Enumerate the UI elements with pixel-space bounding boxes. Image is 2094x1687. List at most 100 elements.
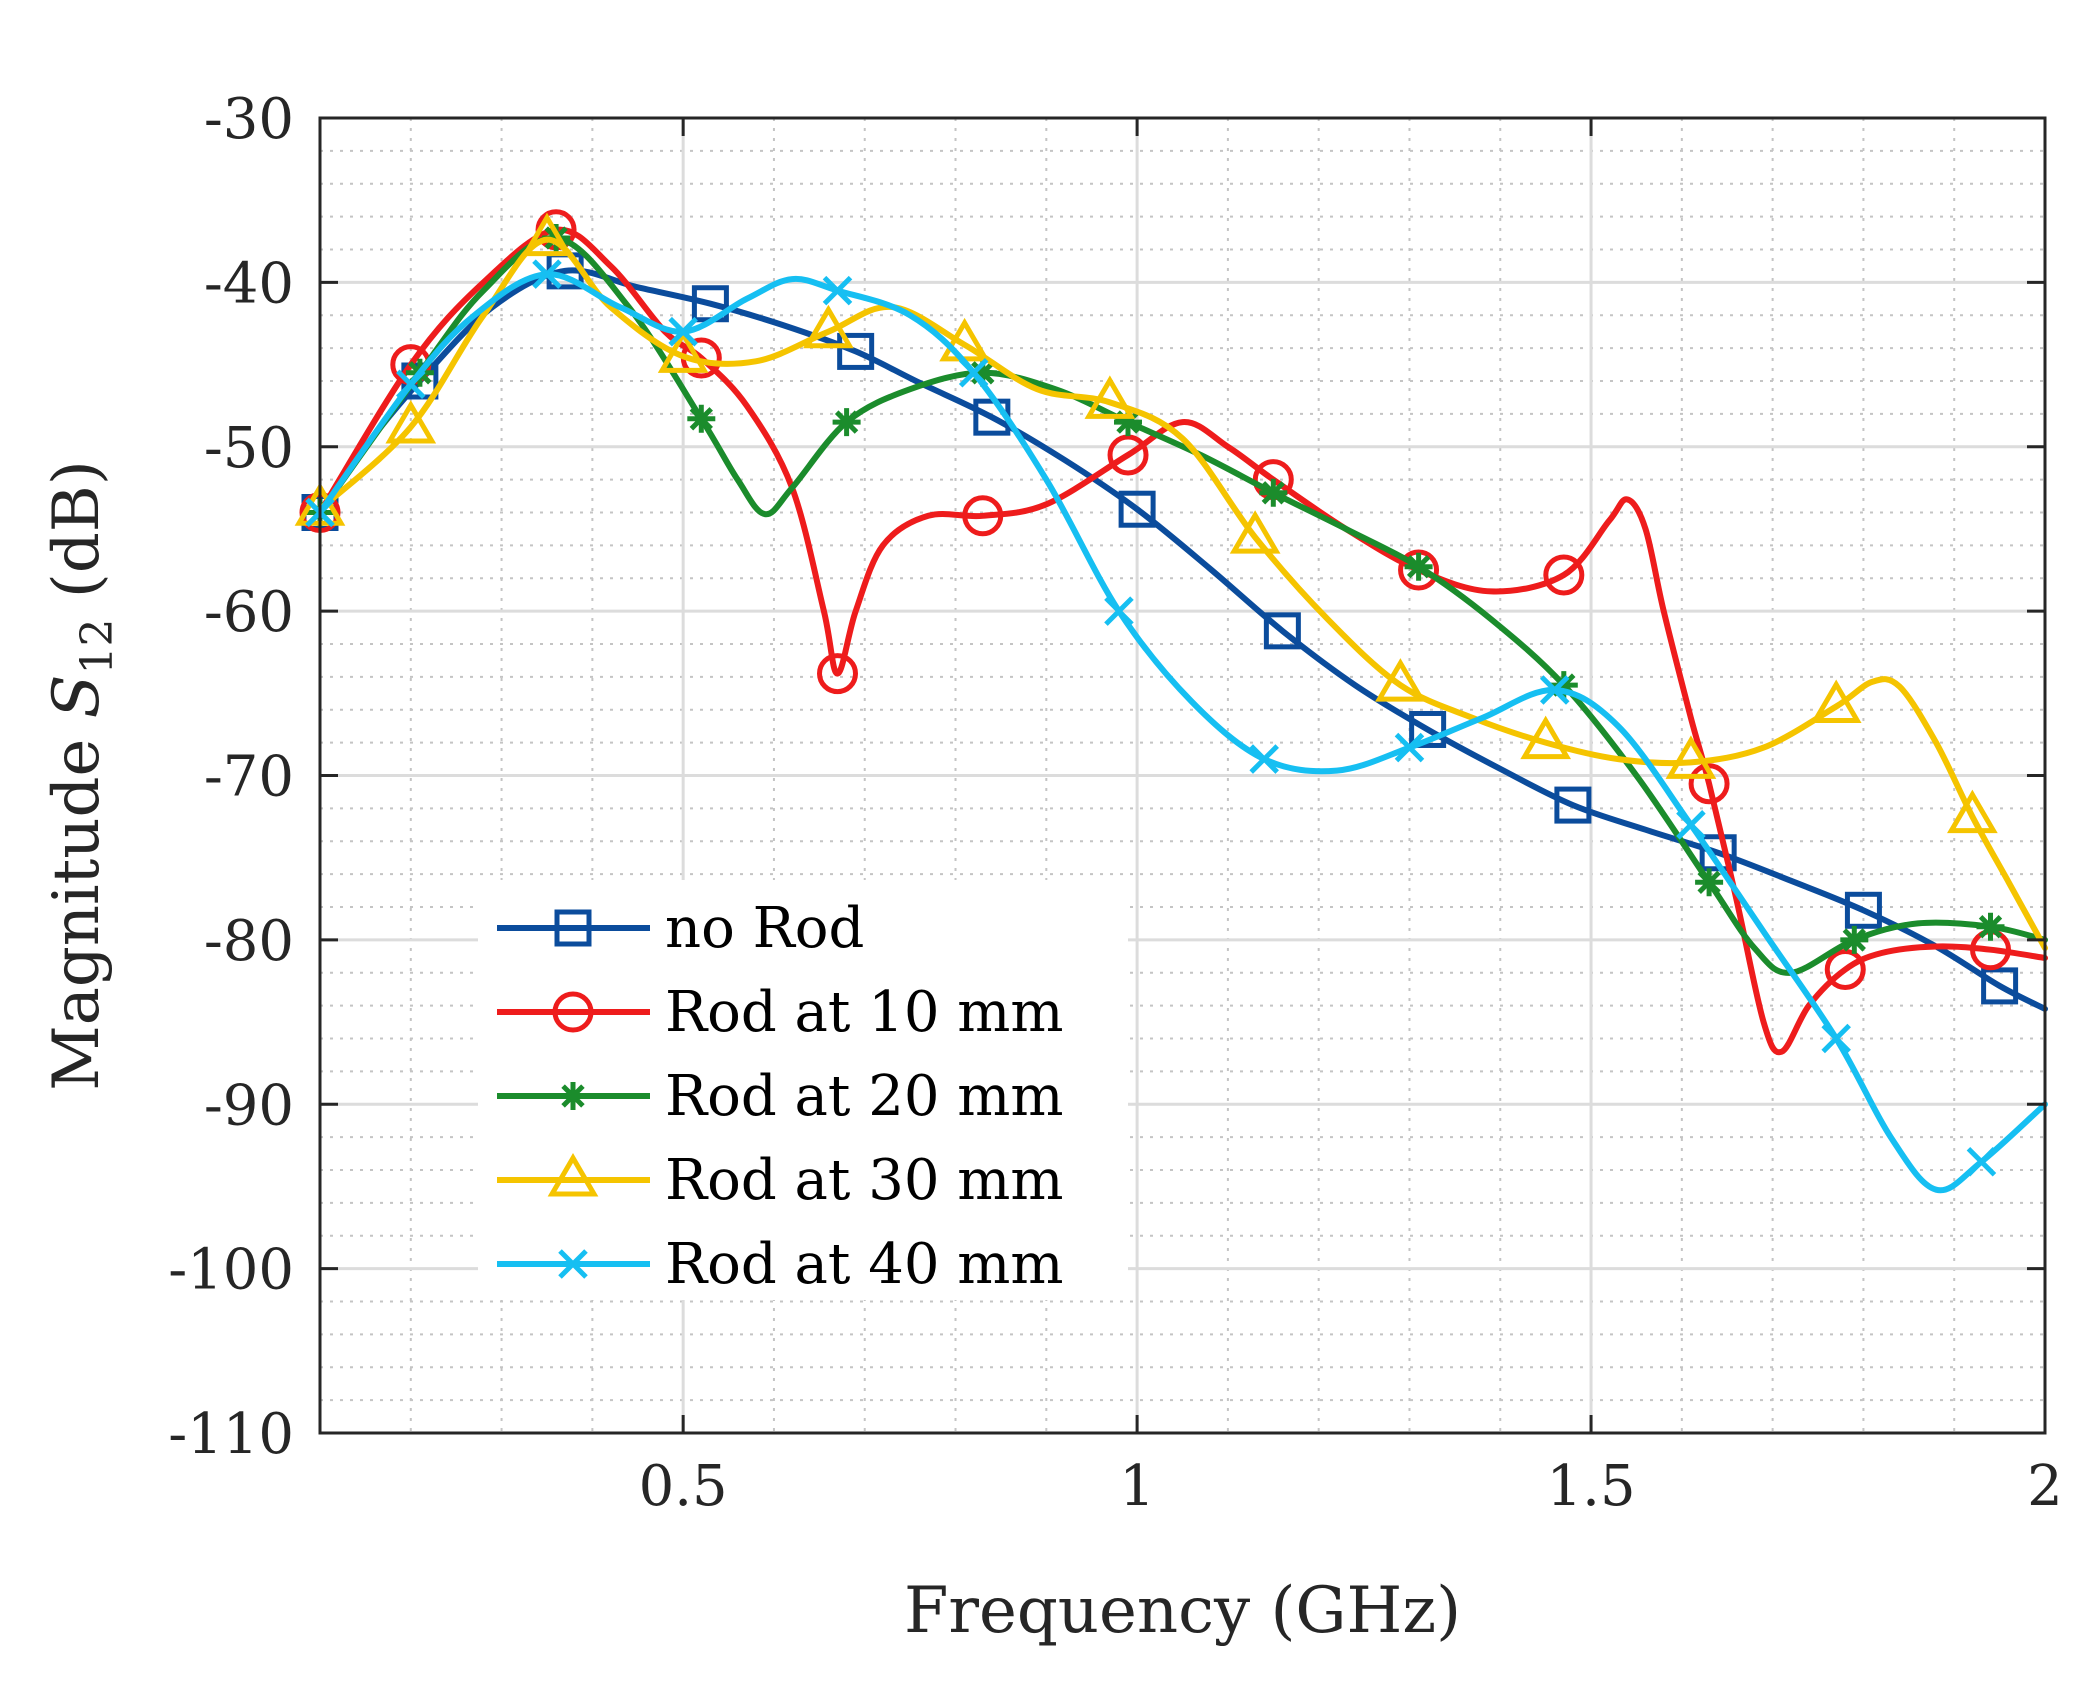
data-point <box>1543 554 1585 596</box>
marker-shape <box>1840 925 1869 954</box>
legend-entry: Rod at 20 mm <box>497 1064 1063 1129</box>
data-point <box>1665 735 1717 779</box>
legend-label: Rod at 10 mm <box>665 980 1063 1045</box>
data-point <box>837 332 875 370</box>
legend-entry: Rod at 40 mm <box>497 1232 1063 1297</box>
marker-shape <box>1520 715 1572 760</box>
data-point <box>1263 612 1301 650</box>
marker-shape <box>1229 510 1281 554</box>
data-point <box>1084 375 1136 419</box>
tick-labels: 0.5 1 1.5 2 -30 -40 -50 -60 -70 -80 -90 -100 -110 <box>168 87 2063 1519</box>
data-point <box>1947 789 1998 834</box>
data-point <box>1398 549 1440 591</box>
data-point <box>1539 675 1570 705</box>
legend: no Rod Rod at 10 mm Rod at 20 mm Rod at 30 … <box>478 880 1128 1300</box>
marker-shape <box>687 404 716 433</box>
marker-shape <box>385 400 437 444</box>
data-point <box>1104 596 1134 626</box>
data-point <box>803 304 854 349</box>
data-point <box>1966 1147 1997 1177</box>
marker-shape <box>1844 891 1882 929</box>
series-line <box>317 236 2048 952</box>
data-point <box>1554 786 1592 824</box>
data-point <box>1840 925 1869 954</box>
data-point <box>532 259 562 289</box>
data-point <box>1118 490 1156 528</box>
data-point <box>687 404 716 433</box>
data-point <box>1676 810 1706 840</box>
marker-shape <box>396 369 426 400</box>
legend-label: no Rod <box>665 896 864 961</box>
marker-shape <box>521 212 573 257</box>
data-point <box>1520 715 1572 760</box>
data-point <box>1394 732 1425 763</box>
data-point <box>385 400 437 444</box>
marker-shape <box>1404 552 1433 581</box>
y-axis-title: Magnitude S12 (dB) <box>40 460 123 1091</box>
series-4 <box>305 259 2048 1194</box>
marker-shape <box>552 991 594 1033</box>
marker-shape <box>1543 554 1585 596</box>
x-tick-label: 0.5 <box>639 1454 728 1519</box>
data-point <box>1409 710 1447 748</box>
legend-entry: no Rod <box>497 896 864 961</box>
marker-shape <box>1976 912 2005 941</box>
marker-shape <box>1695 868 1724 897</box>
y-tick-label: -50 <box>204 416 294 481</box>
marker-shape <box>822 275 853 306</box>
series-line <box>317 271 2048 1194</box>
data-point <box>1844 891 1882 929</box>
series-layer <box>294 209 2048 1194</box>
marker-shape <box>968 358 997 387</box>
data-point <box>1249 744 1279 774</box>
legend-label: Rod at 20 mm <box>665 1064 1063 1129</box>
axis-ticks <box>320 116 2047 1435</box>
data-point <box>521 212 573 257</box>
data-point <box>958 358 989 388</box>
y-tick-label: -80 <box>204 909 294 974</box>
legend-entry: Rod at 30 mm <box>497 1148 1063 1213</box>
data-point <box>1976 912 2005 941</box>
legend-marker <box>552 991 594 1033</box>
y-tick-label: -60 <box>204 580 294 645</box>
y-tick-label: -110 <box>168 1402 294 1467</box>
data-point <box>668 316 698 347</box>
data-point <box>1810 679 1862 723</box>
data-point <box>1229 510 1281 554</box>
y-axis-title-subscript: 12 <box>72 618 123 674</box>
marker-shape <box>547 1153 599 1197</box>
marker-shape <box>837 332 875 370</box>
marker-shape <box>962 495 1004 537</box>
legend-marker <box>559 1082 587 1110</box>
y-axis-title-prefix: Magnitude <box>40 718 114 1090</box>
data-point <box>1404 552 1433 581</box>
y-axis-title-suffix: (dB) <box>40 460 114 618</box>
data-point <box>1824 948 1866 990</box>
marker-shape <box>1398 549 1440 591</box>
data-point <box>1107 434 1149 476</box>
y-tick-label: -100 <box>168 1238 294 1303</box>
marker-shape <box>1084 375 1136 419</box>
marker-shape <box>1676 810 1706 840</box>
data-point <box>657 329 709 373</box>
marker-shape <box>803 304 854 349</box>
marker-shape <box>668 316 698 347</box>
y-axis-title-symbol: S <box>40 674 114 718</box>
marker-shape <box>1118 490 1156 528</box>
marker-shape <box>1394 732 1425 763</box>
marker-shape <box>1409 710 1447 748</box>
marker-shape <box>657 329 709 373</box>
x-tick-label: 1.5 <box>1547 1454 1636 1519</box>
marker-shape <box>1107 434 1149 476</box>
data-point <box>1695 868 1724 897</box>
legend-marker <box>558 1249 588 1279</box>
marker-shape <box>532 259 562 289</box>
data-point <box>1259 478 1288 507</box>
marker-shape <box>554 909 592 947</box>
data-point <box>1821 1023 1851 1054</box>
data-point <box>1981 967 2019 1005</box>
legend-label: Rod at 30 mm <box>665 1148 1063 1213</box>
data-point <box>817 653 858 695</box>
marker-shape <box>1375 658 1426 702</box>
